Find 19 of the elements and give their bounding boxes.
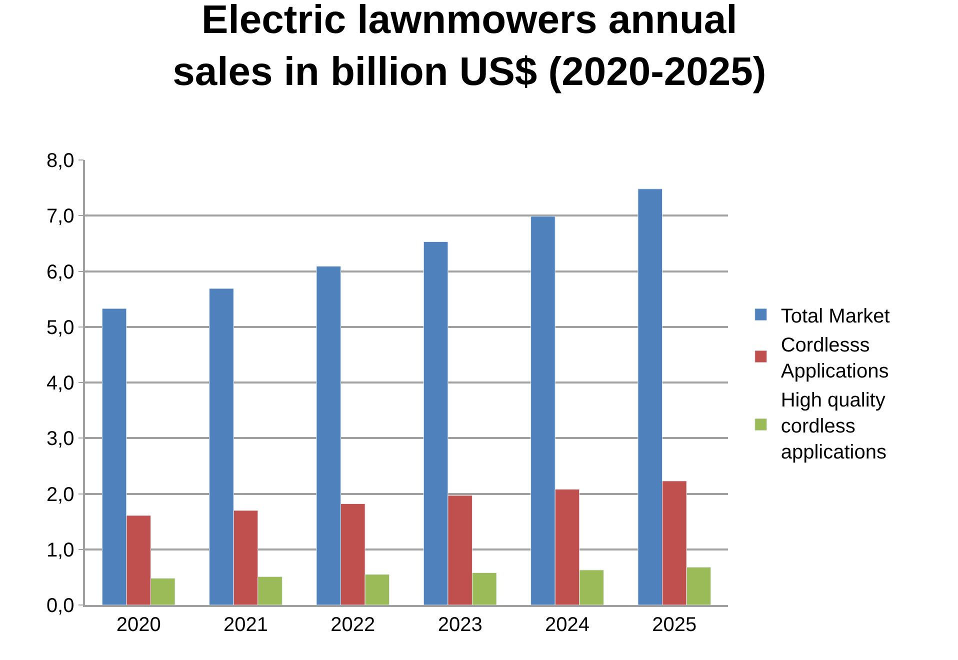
x-tick-label: 2020 — [116, 614, 161, 636]
x-tick-label: 2024 — [545, 614, 590, 636]
y-tick-label: 0,0 — [46, 595, 74, 617]
x-tick-label: 2025 — [652, 614, 697, 636]
y-tick-label: 6,0 — [46, 261, 74, 284]
y-tick-label: 4,0 — [46, 372, 74, 394]
legend-label: Total Market — [780, 305, 890, 328]
chart-title: Electric lawnmowers annual sales in billion US$ (2020-2025) — [172, 0, 766, 94]
y-tick-label: 8,0 — [46, 150, 74, 172]
y-tick-label: 1,0 — [46, 539, 74, 562]
y-tick-label: 5,0 — [46, 316, 74, 339]
y-tick-label: 7,0 — [46, 206, 74, 228]
legend-label: Cordlesss Applications — [780, 334, 889, 382]
x-tick-label: 2023 — [438, 614, 482, 636]
legend-label: High quality cordless applications — [780, 389, 886, 464]
x-tick-label: 2021 — [224, 614, 268, 636]
y-tick-label: 3,0 — [46, 428, 74, 450]
x-tick-label: 2022 — [330, 614, 376, 636]
y-tick-label: 2,0 — [46, 484, 74, 506]
